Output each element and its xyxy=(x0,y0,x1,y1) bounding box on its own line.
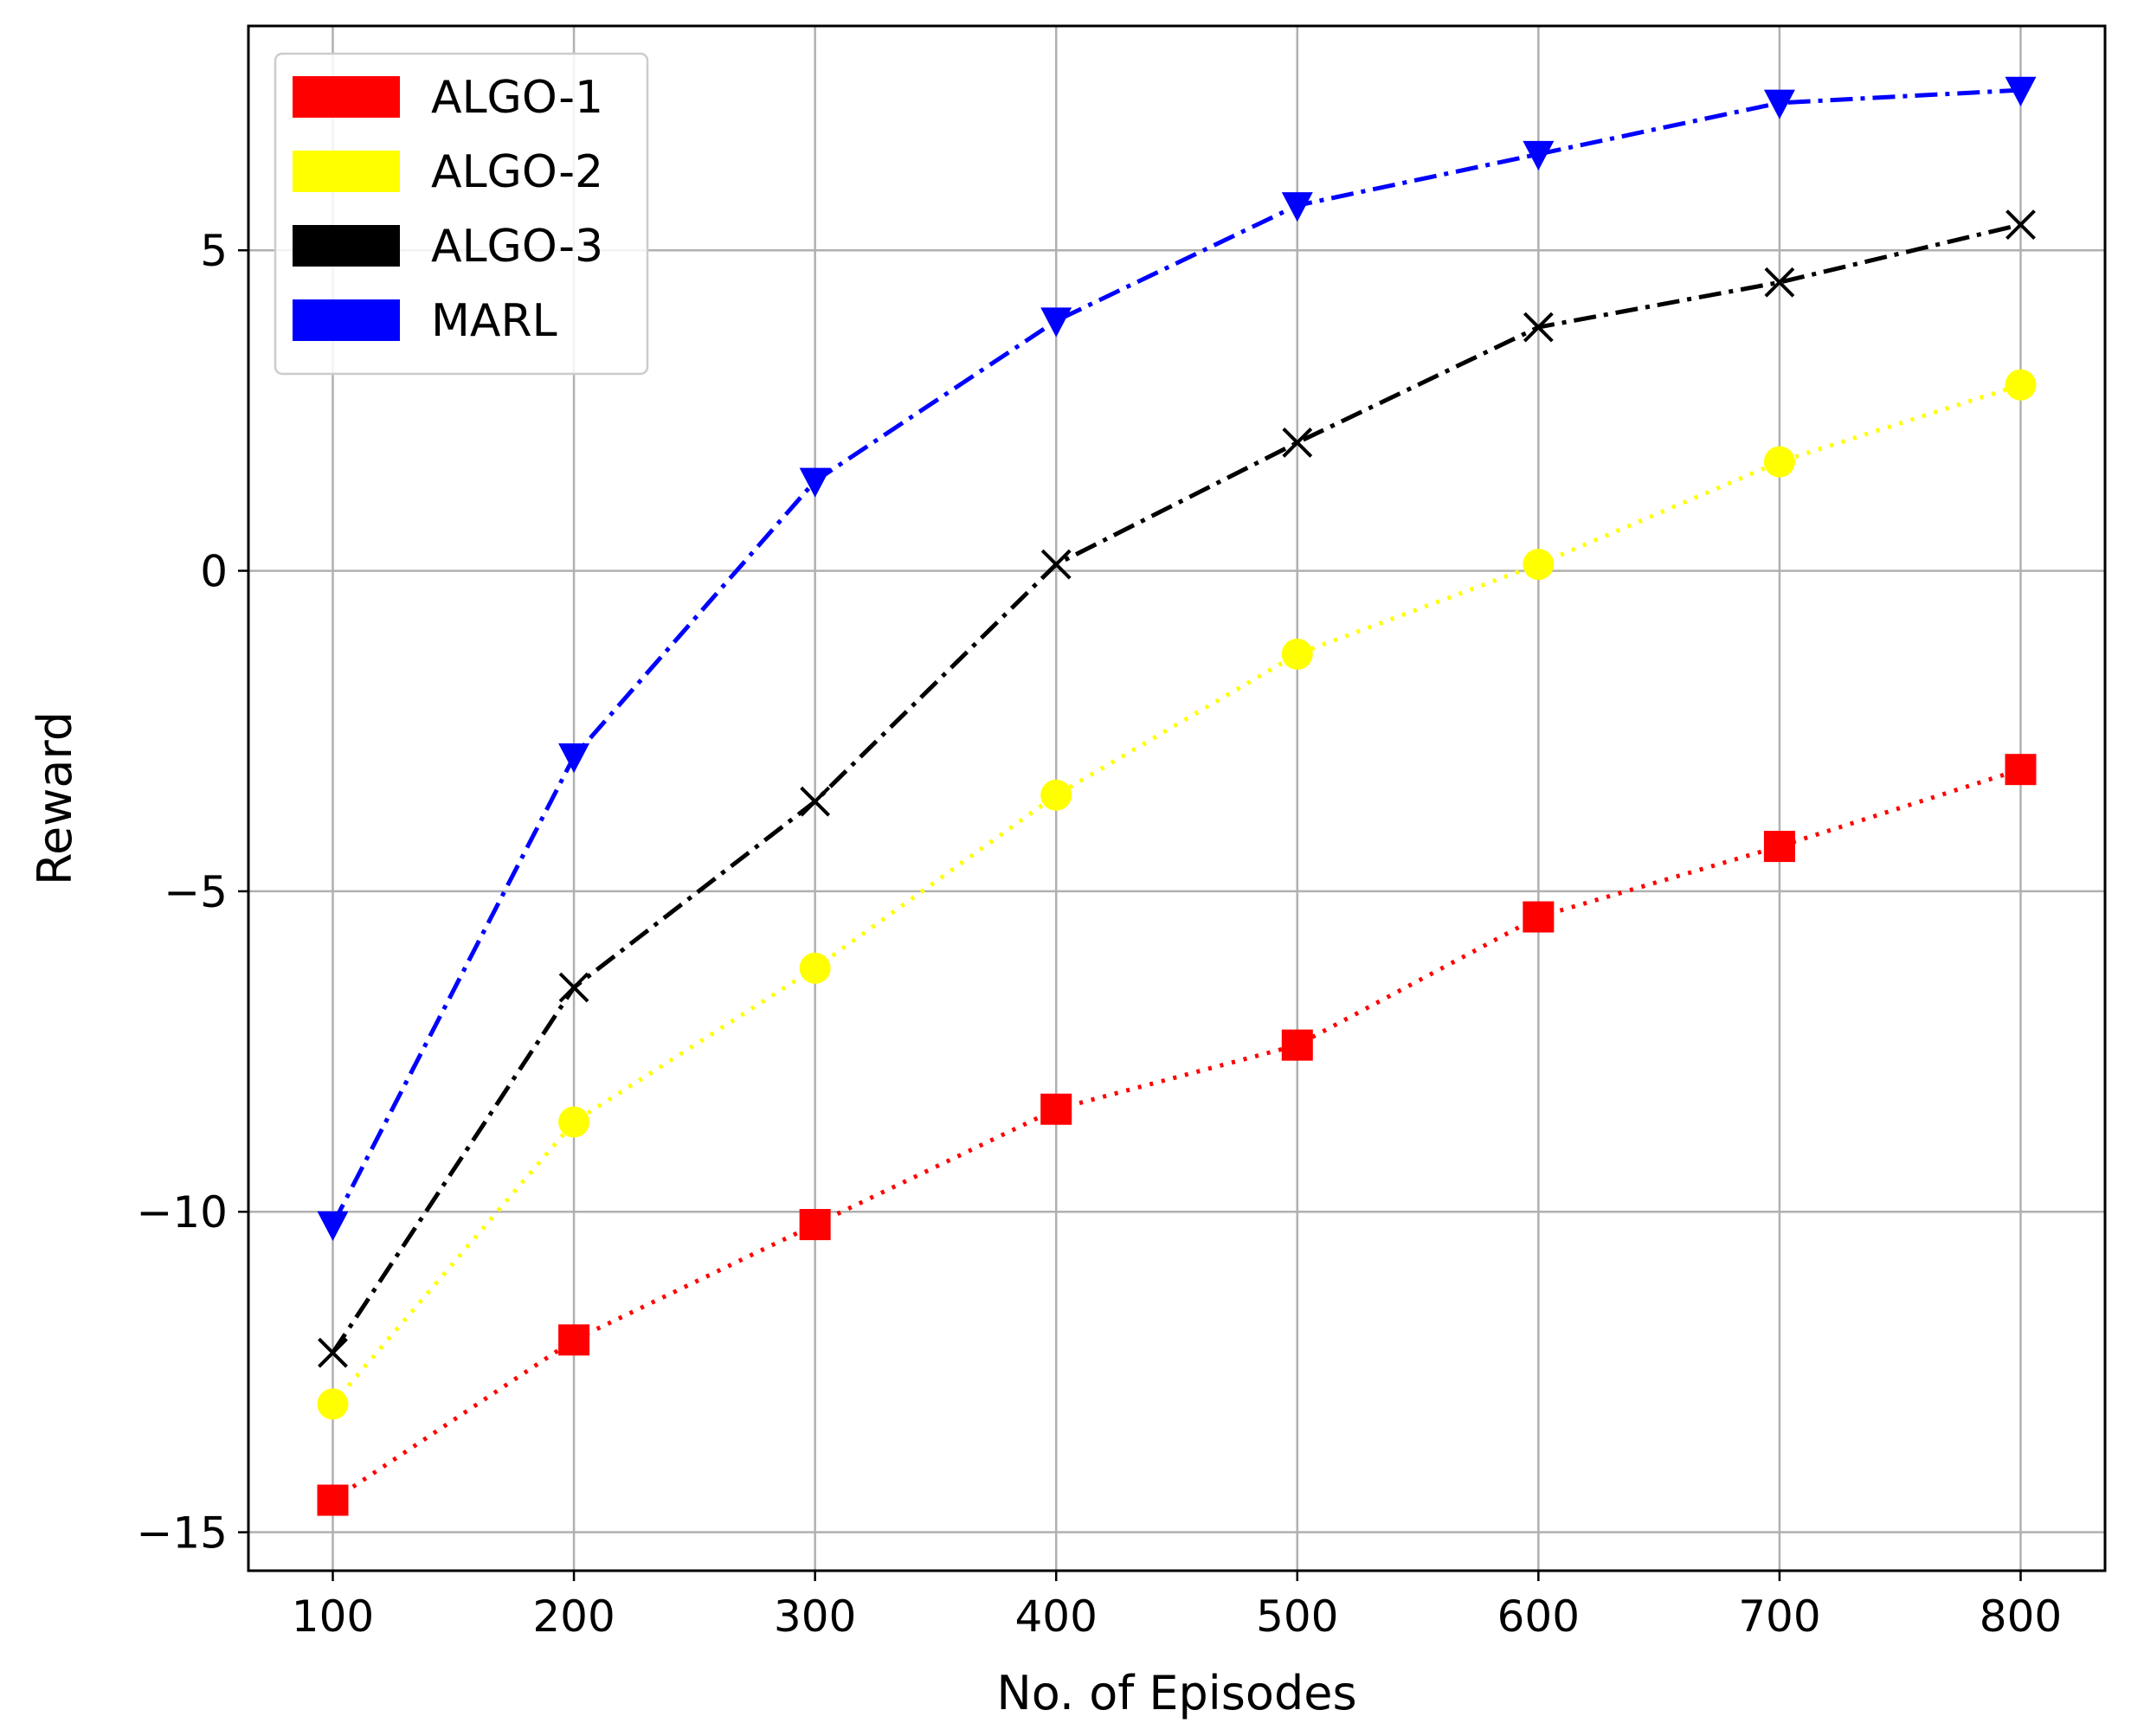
data-point-algo-2 xyxy=(1763,446,1795,478)
data-point-algo-3 xyxy=(1282,428,1313,458)
data-point-algo-2 xyxy=(558,1106,590,1138)
x-tick-label: 700 xyxy=(1738,1591,1820,1642)
data-point-algo-1 xyxy=(2005,754,2037,786)
data-point-marl xyxy=(317,1211,349,1241)
data-point-algo-2 xyxy=(1523,549,1555,581)
y-tick-label: 0 xyxy=(200,547,228,597)
data-point-algo-1 xyxy=(1523,901,1555,933)
x-tick-label: 500 xyxy=(1256,1591,1338,1642)
data-point-algo-3 xyxy=(558,972,589,1003)
data-point-algo-1 xyxy=(558,1324,590,1356)
data-point-marl xyxy=(799,467,831,498)
data-point-algo-2 xyxy=(2005,369,2037,401)
data-point-marl xyxy=(1763,89,1795,119)
legend-swatch xyxy=(293,76,400,118)
y-tick-label: 5 xyxy=(200,226,228,276)
data-point-marl xyxy=(1523,140,1555,171)
plot-frame xyxy=(247,24,2107,1572)
legend-label: ALGO-2 xyxy=(431,146,603,198)
legend-label: ALGO-1 xyxy=(431,72,603,124)
data-point-algo-3 xyxy=(1523,312,1554,343)
data-point-algo-2 xyxy=(317,1388,349,1420)
x-tick-label: 400 xyxy=(1014,1591,1097,1642)
legend-label: ALGO-3 xyxy=(431,221,603,273)
series-layer xyxy=(317,76,2037,1516)
series-algo-3 xyxy=(318,209,2036,1368)
data-point-algo-3 xyxy=(1764,267,1795,298)
data-point-marl xyxy=(2005,76,2037,106)
x-tick-label: 300 xyxy=(774,1591,856,1642)
series-line-algo-3 xyxy=(331,222,2022,1354)
series-line-marl xyxy=(331,87,2021,1226)
data-point-marl xyxy=(1281,192,1313,222)
data-point-algo-3 xyxy=(2005,209,2036,241)
data-point-algo-1 xyxy=(799,1209,831,1241)
y-axis-label: Reward xyxy=(28,711,82,885)
data-point-algo-2 xyxy=(1281,638,1313,670)
legend-swatch xyxy=(293,151,400,192)
axis-ticks: 100 200 300 400 500 600 700 800 5 0 −5 −10 −15 xyxy=(136,226,2062,1642)
data-point-algo-1 xyxy=(317,1484,349,1516)
data-point-algo-3 xyxy=(800,786,831,817)
data-point-marl xyxy=(1040,307,1072,338)
y-tick-label: −5 xyxy=(164,867,228,917)
legend-swatch xyxy=(293,225,400,267)
series-algo-1 xyxy=(317,754,2037,1516)
x-tick-label: 600 xyxy=(1497,1591,1580,1642)
data-point-algo-1 xyxy=(1040,1093,1072,1125)
series-algo-2 xyxy=(317,369,2037,1420)
data-point-algo-2 xyxy=(1040,779,1072,811)
legend-label: MARL xyxy=(431,295,557,347)
x-tick-label: 800 xyxy=(1980,1591,2062,1642)
legend-swatch xyxy=(293,299,400,341)
x-tick-label: 100 xyxy=(292,1591,374,1642)
data-point-algo-1 xyxy=(1763,831,1795,863)
y-tick-label: −15 xyxy=(136,1508,228,1559)
data-point-algo-1 xyxy=(1281,1029,1313,1061)
data-point-algo-3 xyxy=(1040,549,1072,580)
legend: ALGO-1 ALGO-2 ALGO-3 MARL xyxy=(274,52,649,376)
series-line-algo-2 xyxy=(331,383,2022,1406)
y-tick-label: −10 xyxy=(136,1187,228,1238)
legend-box xyxy=(274,52,649,376)
data-point-algo-2 xyxy=(799,952,831,984)
data-point-algo-3 xyxy=(318,1337,348,1368)
x-tick-label: 200 xyxy=(532,1591,615,1642)
x-axis-label: No. of Episodes xyxy=(996,1666,1356,1720)
data-point-marl xyxy=(558,743,590,774)
series-marl xyxy=(317,76,2037,1241)
